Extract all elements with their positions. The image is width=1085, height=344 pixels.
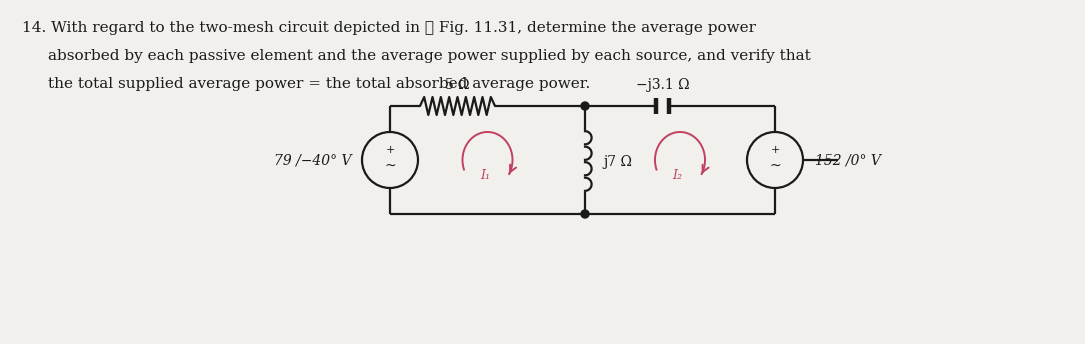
Text: the total supplied average power = the total absorbed average power.: the total supplied average power = the t…: [48, 77, 590, 91]
Text: −j3.1 Ω: −j3.1 Ω: [636, 78, 689, 92]
Circle shape: [580, 210, 589, 218]
Text: I₂: I₂: [673, 169, 682, 182]
Text: +: +: [770, 145, 780, 155]
Text: j7 Ω: j7 Ω: [603, 155, 631, 169]
Text: 5 Ω: 5 Ω: [445, 78, 470, 92]
Text: I₁: I₁: [480, 169, 490, 182]
Text: 14. With regard to the two-mesh circuit depicted in ⧉ Fig. 11.31, determine the : 14. With regard to the two-mesh circuit …: [22, 21, 756, 35]
Text: ~: ~: [384, 159, 396, 173]
Circle shape: [580, 102, 589, 110]
Text: absorbed by each passive element and the average power supplied by each source, : absorbed by each passive element and the…: [48, 49, 810, 63]
Text: +: +: [385, 145, 395, 155]
Text: 152 /0° V: 152 /0° V: [815, 153, 881, 167]
Text: ~: ~: [769, 159, 781, 173]
Text: 79 /−40° V: 79 /−40° V: [275, 153, 352, 167]
